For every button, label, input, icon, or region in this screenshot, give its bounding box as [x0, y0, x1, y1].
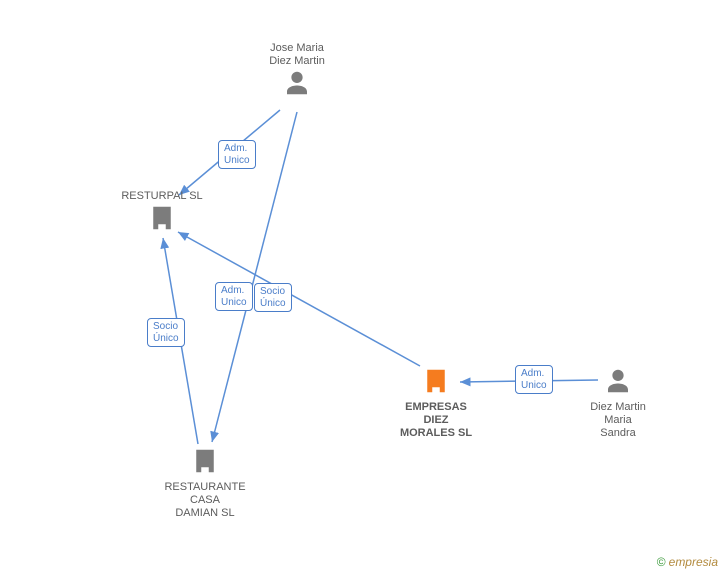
node-person-jose[interactable]: Jose MariaDiez Martin	[247, 40, 347, 101]
person-icon	[247, 68, 347, 101]
building-icon	[112, 203, 212, 236]
node-company-resturpal[interactable]: RESTURPAL SL	[112, 188, 212, 236]
node-label: EMPRESASDIEZMORALES SL	[386, 401, 486, 441]
node-label: RESTAURANTECASADAMIAN SL	[155, 481, 255, 521]
person-icon	[568, 366, 668, 399]
edge-label: Adm.Unico	[218, 140, 256, 169]
node-label: Jose MariaDiez Martin	[247, 42, 347, 68]
building-icon	[155, 446, 255, 479]
node-company-casa-damian[interactable]: RESTAURANTECASADAMIAN SL	[155, 446, 255, 521]
node-person-sandra[interactable]: Diez MartinMariaSandra	[568, 366, 668, 441]
copyright-symbol: ©	[657, 555, 666, 569]
edges-layer	[0, 0, 728, 575]
edge-label: SocioÚnico	[254, 283, 292, 312]
node-label: Diez MartinMariaSandra	[568, 401, 668, 441]
edge-label: Adm.Unico	[215, 282, 253, 311]
edge-label: Adm.Unico	[515, 365, 553, 394]
building-icon	[386, 366, 486, 399]
node-company-empresas-diez-morales[interactable]: EMPRESASDIEZMORALES SL	[386, 366, 486, 441]
edge-label: SocioÚnico	[147, 318, 185, 347]
node-label: RESTURPAL SL	[112, 190, 212, 203]
watermark-text: empresia	[669, 555, 718, 569]
diagram-canvas: Jose MariaDiez Martin RESTURPAL SL RESTA…	[0, 0, 728, 575]
watermark: ©empresia	[657, 555, 718, 569]
